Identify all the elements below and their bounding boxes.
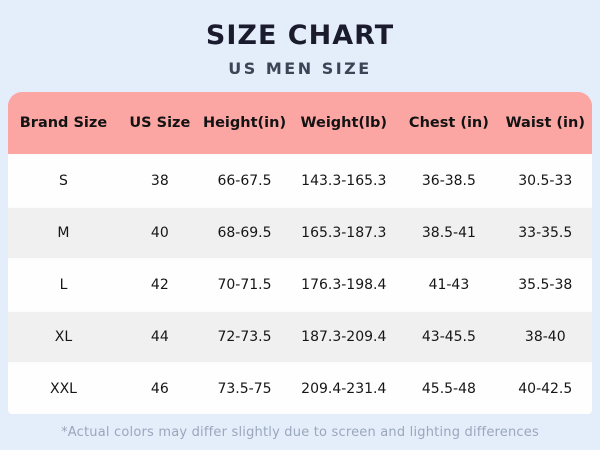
header-cell-waist: Waist (in) bbox=[505, 115, 585, 131]
table-row: XL 44 72-73.5 187.3-209.4 43-45.5 38-40 bbox=[8, 310, 592, 362]
table-cell: XXL bbox=[49, 381, 77, 397]
table-cell: 36-38.5 bbox=[421, 173, 476, 189]
table-cell: 165.3-187.3 bbox=[301, 225, 387, 241]
header-cell-brand-size: Brand Size bbox=[19, 115, 108, 131]
table-cell: 73.5-75 bbox=[217, 381, 272, 397]
table-cell: 70-71.5 bbox=[217, 277, 272, 293]
table-cell: 44 bbox=[150, 329, 169, 345]
table-cell: 40-42.5 bbox=[518, 381, 573, 397]
page-subtitle: US MEN SIZE bbox=[228, 59, 372, 78]
table-row: XXL 46 73.5-75 209.4-231.4 45.5-48 40-42… bbox=[8, 362, 592, 414]
table-cell: 42 bbox=[150, 277, 169, 293]
table-cell: S bbox=[59, 173, 68, 189]
header-cell-height: Height(in) bbox=[202, 115, 287, 131]
table-cell: 38 bbox=[150, 173, 169, 189]
header-cell-weight: Weight(lb) bbox=[300, 115, 388, 131]
table-row: L 42 70-71.5 176.3-198.4 41-43 35.5-38 bbox=[8, 258, 592, 310]
table-cell: 72-73.5 bbox=[217, 329, 272, 345]
table-cell: 41-43 bbox=[428, 277, 470, 293]
table-cell: 66-67.5 bbox=[217, 173, 272, 189]
table-cell: 40 bbox=[150, 225, 169, 241]
table-cell: 30.5-33 bbox=[518, 173, 573, 189]
header-cell-us-size: US Size bbox=[129, 115, 191, 131]
table-cell: XL bbox=[54, 329, 73, 345]
table-cell: 209.4-231.4 bbox=[301, 381, 387, 397]
table-cell: 33-35.5 bbox=[518, 225, 573, 241]
table-cell: 38.5-41 bbox=[421, 225, 476, 241]
table-cell: 35.5-38 bbox=[518, 277, 573, 293]
table-cell: 176.3-198.4 bbox=[301, 277, 387, 293]
table-row: S 38 66-67.5 143.3-165.3 36-38.5 30.5-33 bbox=[8, 154, 592, 206]
table-cell: 38-40 bbox=[524, 329, 566, 345]
table-row: M 40 68-69.5 165.3-187.3 38.5-41 33-35.5 bbox=[8, 206, 592, 258]
table-cell: 68-69.5 bbox=[217, 225, 272, 241]
page-title: SIZE CHART bbox=[205, 20, 395, 51]
table-cell: L bbox=[59, 277, 68, 293]
table-cell: 43-45.5 bbox=[421, 329, 476, 345]
table-cell: 46 bbox=[150, 381, 169, 397]
table-cell: M bbox=[57, 225, 70, 241]
size-chart-table: Brand Size US Size Height(in) Weight(lb)… bbox=[8, 92, 592, 414]
table-cell: 143.3-165.3 bbox=[301, 173, 387, 189]
footnote: *Actual colors may differ slightly due t… bbox=[61, 425, 539, 440]
table-cell: 45.5-48 bbox=[421, 381, 476, 397]
table-cell: 187.3-209.4 bbox=[301, 329, 387, 345]
header-cell-chest: Chest (in) bbox=[408, 115, 489, 131]
table-header-row: Brand Size US Size Height(in) Weight(lb)… bbox=[8, 92, 592, 154]
